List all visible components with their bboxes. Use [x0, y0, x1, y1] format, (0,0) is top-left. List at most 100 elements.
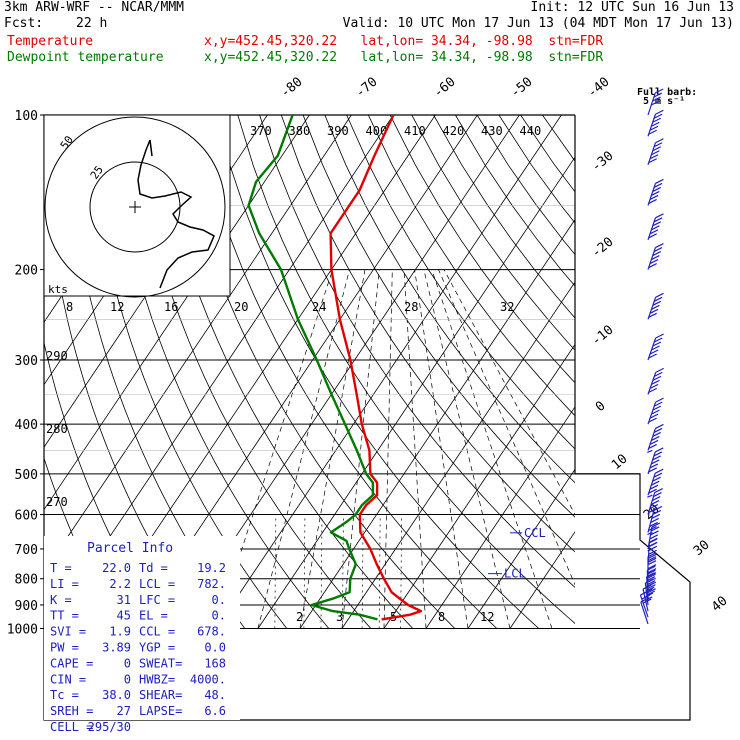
wind-barb-flag [651, 513, 661, 519]
wind-barb-flag [651, 480, 660, 486]
wind-barb-flag [647, 556, 657, 562]
plot-frame [43, 114, 691, 721]
parcel-field-label: CCL = [139, 625, 175, 639]
wind-barb-flag [649, 154, 659, 160]
wind-barb-flag [651, 225, 660, 231]
wind-barb-flag [648, 508, 657, 514]
wind-barb-flag [649, 194, 659, 200]
wind-barb-flag [654, 337, 663, 343]
wind-barb-half-flag [647, 548, 653, 552]
wind-barb-flag [654, 447, 664, 453]
wind-barb-flag [655, 367, 664, 373]
parcel-field-value: 0 [124, 672, 131, 686]
wind-barb-flag [650, 517, 659, 523]
dewpoint-legend-info: x,y=452.45,320.22 lat,lon= 34.34, -98.98… [204, 50, 604, 65]
wind-barb-flag [655, 109, 664, 115]
wind-barb-flag [649, 504, 659, 510]
hodograph-box [43, 114, 231, 297]
isotherm-label: 40 [709, 594, 731, 616]
parcel-field-label: LAPSE= [139, 704, 182, 718]
mixing-ratio-line [378, 514, 381, 629]
wind-barb-flag [654, 488, 663, 494]
wind-barb-flag [652, 405, 662, 411]
isotherm-label: 0 [593, 399, 609, 416]
wind-barb-flag [652, 221, 662, 227]
wind-barb-flag [652, 455, 661, 461]
mixing-ratio-line [303, 514, 306, 629]
isotherm-label: -30 [589, 148, 617, 175]
wind-barb-flag [649, 259, 659, 265]
moist-adiabat-line [414, 269, 469, 629]
hodograph-speed-label: 32 [500, 300, 514, 314]
dry-adiabat-line [324, 115, 575, 484]
wind-barb [647, 213, 664, 240]
parcel-field-value: 48. [204, 688, 226, 702]
isotherm-line [383, 343, 575, 629]
wind-barb-flag [651, 409, 660, 415]
forecast-hours: 22 h [76, 16, 108, 31]
wind-barb-flag [649, 534, 659, 540]
hodograph-speed-label: 20 [234, 300, 248, 314]
wind-barb-flag [648, 538, 658, 544]
wind-barb-flag [654, 468, 664, 474]
pressure-tick-label: 300 [15, 354, 38, 369]
isotherm-label: -50 [508, 74, 536, 101]
parcel-field-label: SREH = [50, 704, 93, 718]
wind-barb-flag [648, 263, 657, 269]
full-barb-label: Full barb: [637, 87, 697, 98]
wind-barb-flag [647, 568, 657, 574]
wind-barb-flag [655, 213, 664, 219]
pressure-tick-label: 1000 [7, 622, 38, 637]
wind-barb-flag [652, 431, 662, 437]
mixing-ratio-line [400, 514, 402, 629]
isotherm-label: -40 [585, 74, 613, 101]
wind-barb-flag [648, 549, 657, 555]
init-time: Init: 12 UTC Sun 16 Jun 13 [530, 0, 735, 15]
wind-barb [647, 292, 664, 320]
wind-barb [647, 138, 664, 165]
moist-adiabat-line [423, 269, 511, 629]
parcel-field-label: TT = [50, 609, 79, 623]
wind-barb-flag [655, 178, 664, 184]
dry-adiabat-line [259, 115, 575, 588]
isotherm-label: -10 [589, 322, 617, 349]
dry-adiabat-line [215, 115, 540, 629]
dry-adiabat-line [411, 115, 575, 351]
wind-barb-flag [647, 560, 657, 566]
parcel-field-value: 168 [204, 656, 226, 670]
hodograph-kts-label: kts [48, 283, 68, 296]
theta-label: 390 [327, 124, 349, 138]
isotherm-label: -60 [431, 74, 459, 101]
wind-barb-flag [647, 569, 656, 575]
wind-barb-flag [654, 371, 663, 377]
moist-adiabat-line [341, 269, 380, 629]
parcel-field-value: 27 [117, 704, 131, 718]
wind-barb-flag [648, 129, 657, 135]
mixing-ratio-line [342, 514, 344, 629]
parcel-field-label: SVI = [50, 625, 86, 639]
parcel-field-value: 6.6 [204, 704, 226, 718]
pressure-tick-label: 600 [15, 509, 38, 524]
parcel-field-value: 38.0 [102, 688, 131, 702]
parcel-field-label: CIN = [50, 672, 86, 686]
isotherm-line [215, 115, 562, 629]
wind-barb [647, 488, 663, 515]
wind-barb-flag [651, 379, 660, 385]
wind-barb-flag [653, 492, 662, 498]
dry-adiabat-line [542, 115, 575, 162]
valid-time: Valid: 10 UTC Mon 17 Jun 13 (04 MDT Mon … [342, 16, 734, 31]
isotherm-label: -20 [589, 234, 617, 261]
isotherm-label: 10 [609, 452, 631, 474]
parcel-field-label: PW = [50, 641, 79, 655]
theta-label: 430 [481, 124, 503, 138]
isotherm-label: 30 [691, 538, 713, 560]
hodograph-speed-label: 24 [312, 300, 326, 314]
parcel-field-value: 0.0 [204, 641, 226, 655]
wind-barb-flag [650, 530, 659, 536]
moist-adiabat-line [431, 269, 553, 629]
parcel-field-label: SHEAR= [139, 688, 182, 702]
wind-barb-flag [651, 345, 660, 351]
wind-barb-flag [648, 542, 657, 548]
wind-barb-flag [651, 496, 661, 502]
wind-barb-flag [652, 251, 662, 257]
